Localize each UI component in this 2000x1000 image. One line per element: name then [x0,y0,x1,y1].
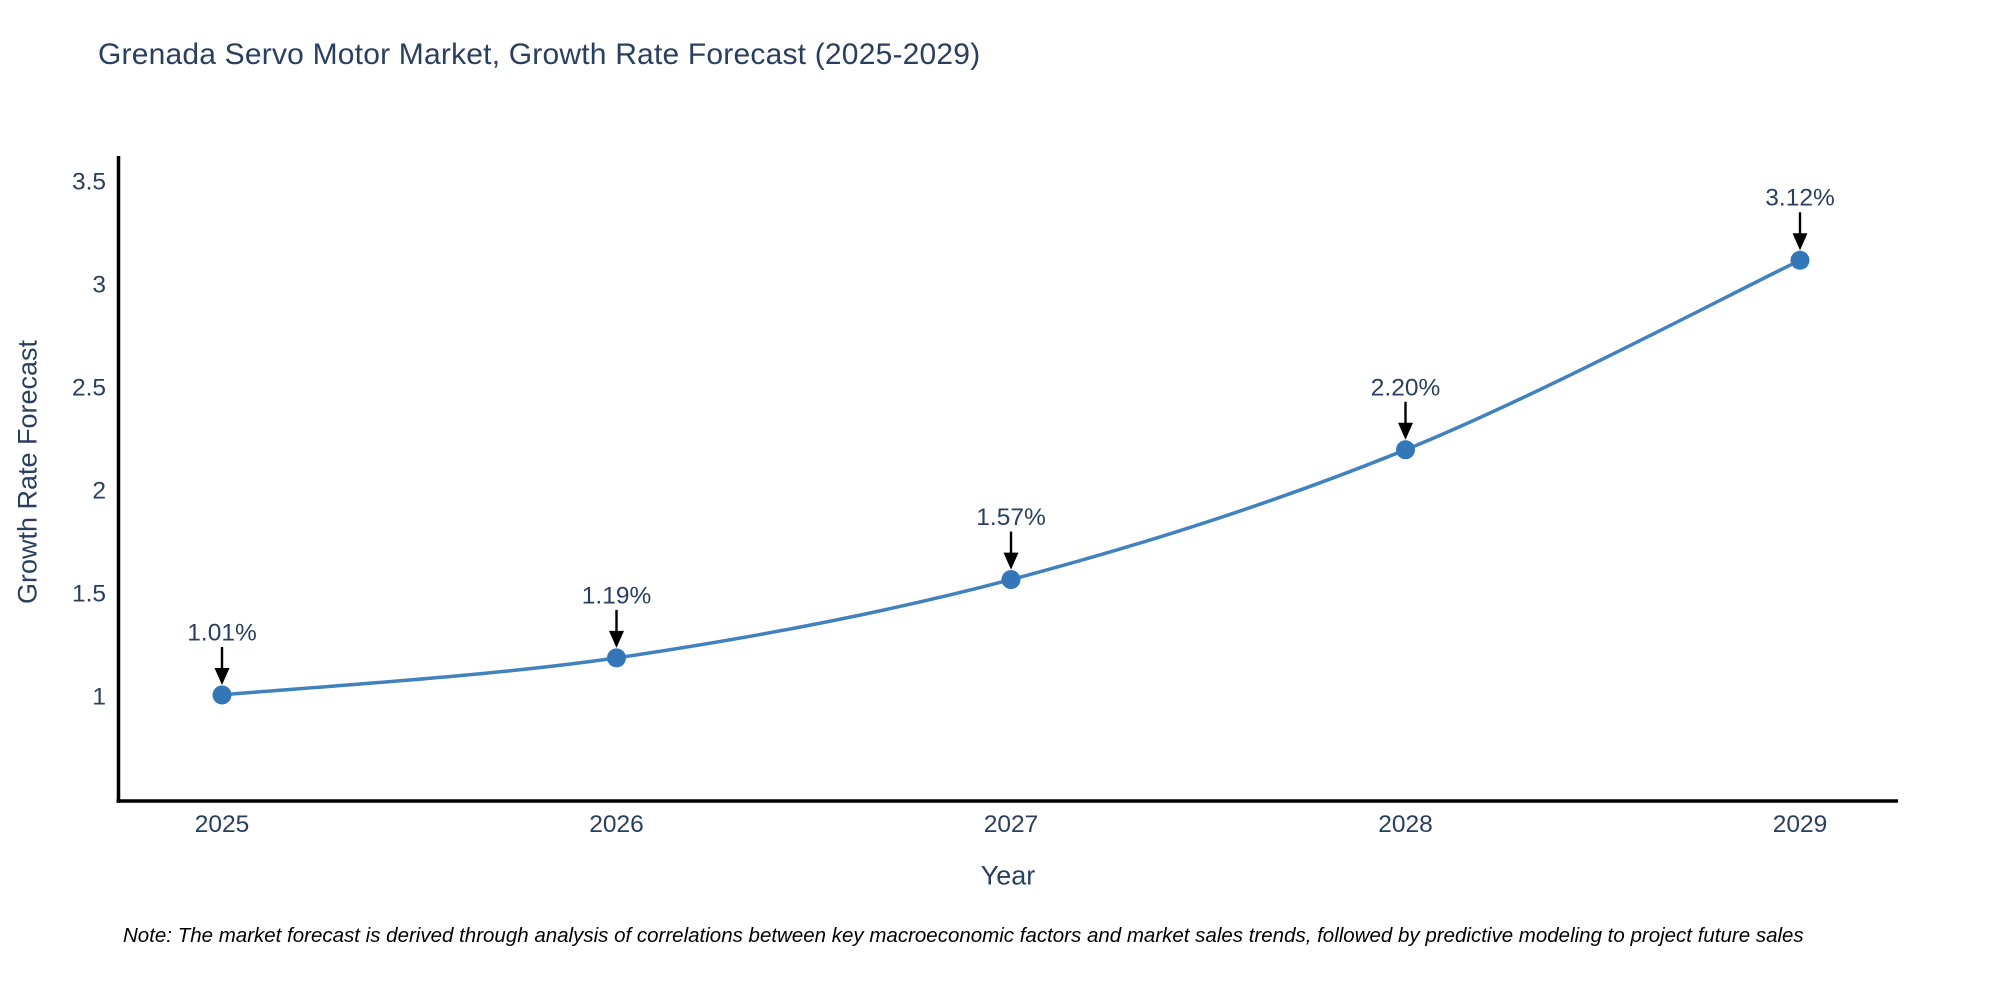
annotation-arrowhead [1003,552,1019,570]
data-point-label: 2.20% [1371,374,1440,401]
annotation-arrowhead [214,667,230,685]
x-tick-label: 2026 [589,811,644,838]
y-tick-label: 2.5 [72,374,106,401]
x-tick-label: 2027 [984,811,1039,838]
y-tick-label: 1.5 [72,580,106,607]
annotation-arrowhead [1398,422,1413,440]
data-point-label: 1.01% [187,619,256,646]
annotation-arrowhead [609,630,624,648]
y-tick-label: 3 [92,271,106,298]
data-point-marker [212,685,232,705]
data-point-label: 1.57% [976,504,1045,531]
annotation-arrowhead [1792,233,1808,251]
data-point-marker [1790,250,1810,270]
x-axis-title: Year [980,860,1036,891]
chart-footnote: Note: The market forecast is derived thr… [123,924,1804,947]
x-tick-label: 2028 [1378,811,1433,838]
chart-title: Grenada Servo Motor Market, Growth Rate … [98,38,981,71]
data-point-label: 1.19% [582,582,651,609]
y-tick-label: 1 [92,683,106,710]
x-tick-label: 2029 [1773,811,1828,838]
data-point-marker [1001,570,1021,590]
data-point-marker [1396,440,1415,460]
data-point-marker [607,648,626,668]
y-tick-label: 2 [92,477,106,504]
y-tick-label: 3.5 [72,168,106,195]
forecast-line [220,258,1802,697]
data-point-label: 3.12% [1765,185,1834,212]
x-tick-label: 2025 [195,811,250,838]
